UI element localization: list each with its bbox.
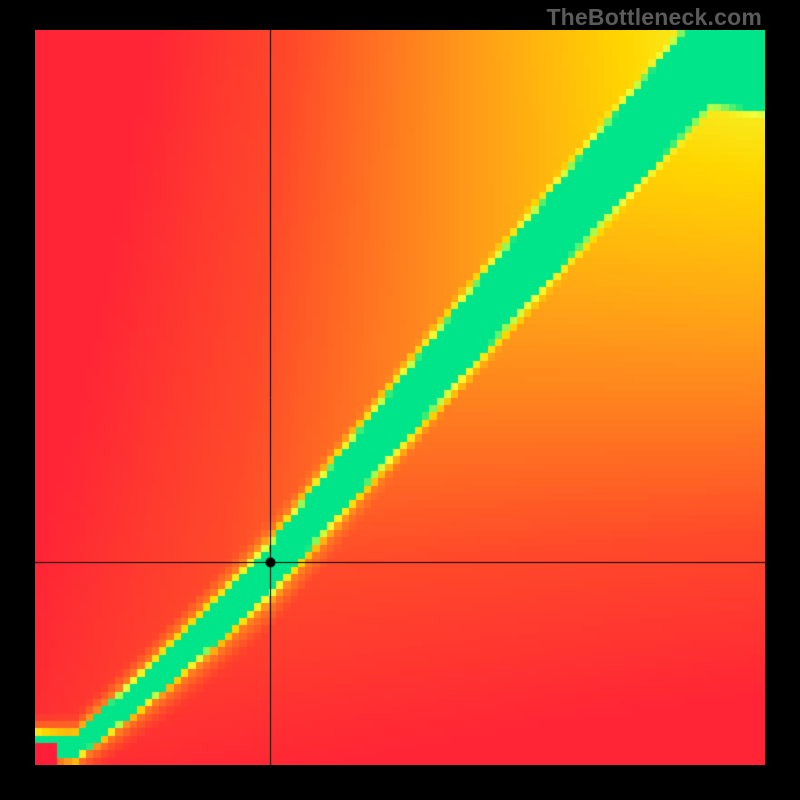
chart-frame: { "watermark": { "text": "TheBottleneck.…: [0, 0, 800, 800]
watermark-text: TheBottleneck.com: [546, 4, 762, 31]
bottleneck-heatmap: [35, 30, 765, 765]
